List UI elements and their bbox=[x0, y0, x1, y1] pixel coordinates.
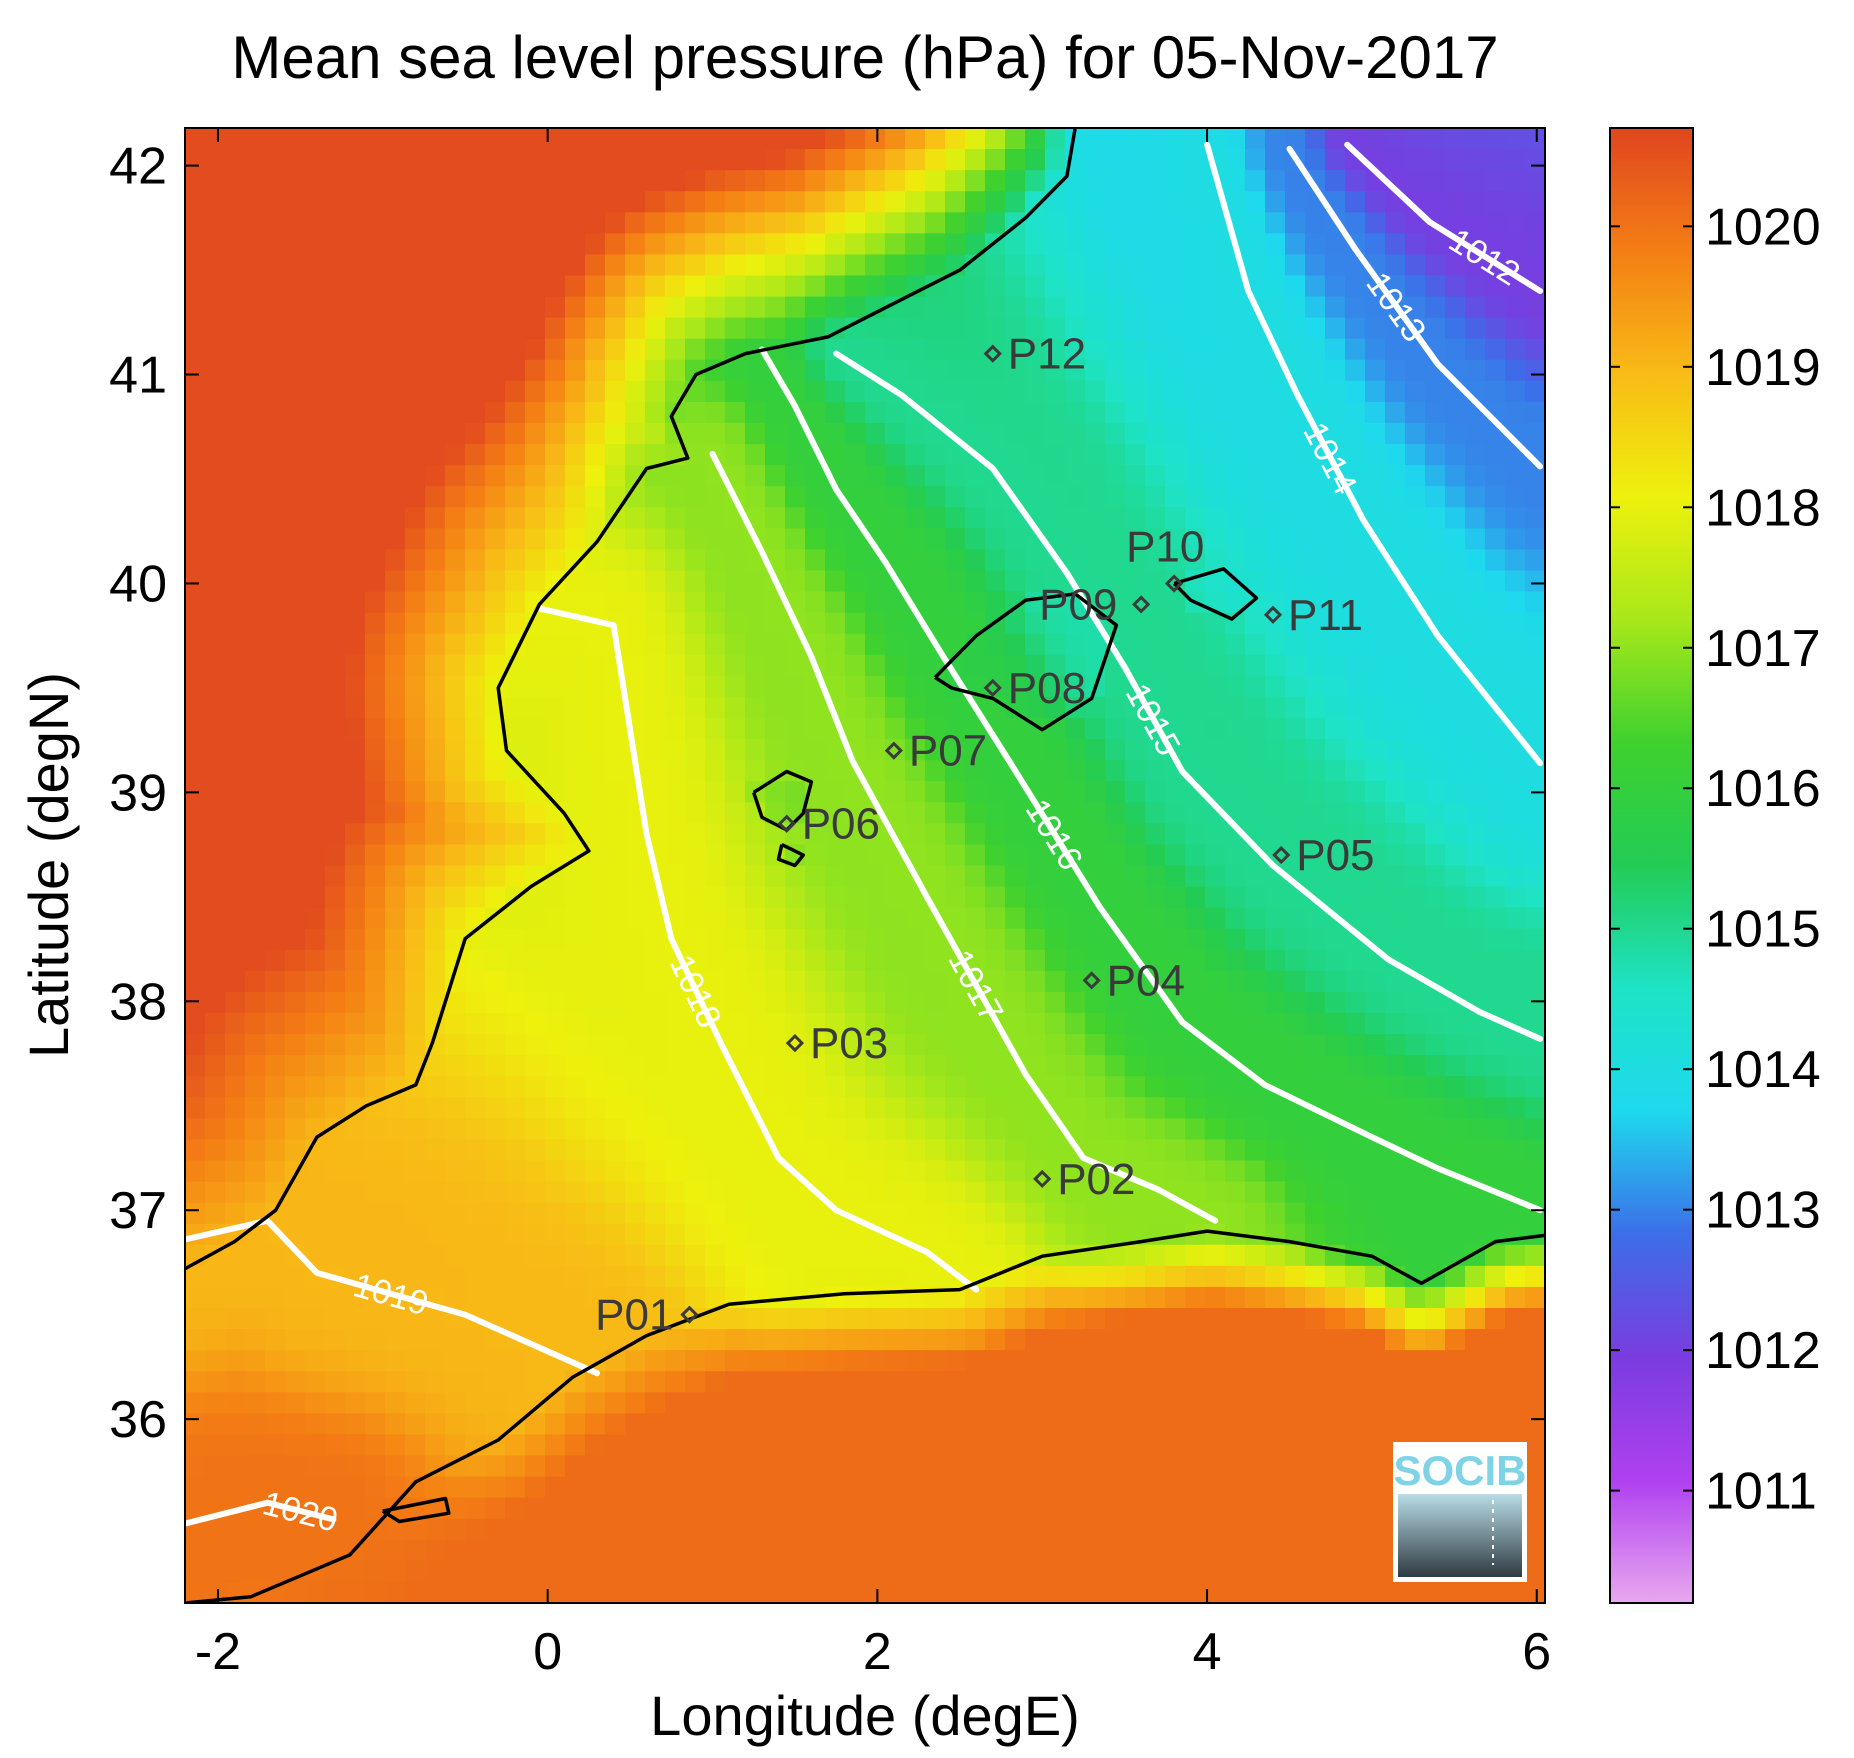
isobar-1012 bbox=[1344, 141, 1544, 294]
isobar-1014 bbox=[1204, 141, 1544, 767]
colorbar-tick-label: 1019 bbox=[1705, 339, 1821, 397]
station-marker-p05 bbox=[1272, 845, 1291, 865]
x-tick-label: 6 bbox=[1522, 1623, 1551, 1681]
y-tick-label: 40 bbox=[109, 555, 167, 613]
y-axis-label: Latitude (degN) bbox=[17, 672, 80, 1058]
station-marker-p07 bbox=[884, 741, 903, 760]
y-axis-ticks: 36 37 38 39 40 41 42 bbox=[109, 138, 1545, 1449]
y-tick-label: 41 bbox=[109, 347, 167, 405]
y-tick-label: 37 bbox=[109, 1182, 167, 1240]
station-label-p04: P04 bbox=[1107, 956, 1185, 1005]
station-label-p02: P02 bbox=[1057, 1155, 1135, 1204]
x-tick-label: -2 bbox=[195, 1623, 241, 1681]
station-marker-p06 bbox=[777, 814, 796, 833]
station-label-p09: P09 bbox=[1039, 580, 1117, 629]
station-marker-p08 bbox=[983, 678, 1002, 698]
station-label-p03: P03 bbox=[810, 1019, 888, 1068]
colorbar-tick-label: 1020 bbox=[1705, 198, 1821, 256]
station-label-p11: P11 bbox=[1288, 591, 1363, 640]
chart-title: Mean sea level pressure (hPa) for 05-Nov… bbox=[231, 24, 1498, 91]
coastline bbox=[185, 128, 1545, 1603]
isobar-1017 bbox=[709, 450, 1219, 1224]
y-tick-label: 39 bbox=[109, 764, 167, 822]
colorbar-ticks: 1011 1012 1013 1014 1015 1016 1017 1018 1019 1020 bbox=[1610, 198, 1821, 1521]
isobar-1018 bbox=[536, 605, 980, 1293]
coastline-segment bbox=[1172, 567, 1259, 621]
y-tick-label: 38 bbox=[109, 973, 167, 1031]
isobar-1019 bbox=[185, 1217, 601, 1377]
colorbar-tick-label: 1018 bbox=[1705, 479, 1821, 537]
colorbar-tick-label: 1017 bbox=[1705, 620, 1821, 678]
coastline-segment bbox=[776, 843, 805, 868]
station-marker-p04 bbox=[1082, 971, 1101, 990]
station-label-p01: P01 bbox=[595, 1291, 673, 1340]
coastline-segment bbox=[752, 769, 814, 832]
x-axis-label: Longitude (degE) bbox=[650, 1684, 1080, 1747]
colorbar-tick-label: 1011 bbox=[1705, 1463, 1817, 1521]
coastline-segment bbox=[381, 1496, 451, 1524]
isobar-1013 bbox=[1286, 145, 1544, 470]
colorbar-tick-label: 1014 bbox=[1705, 1041, 1821, 1099]
x-tick-label: 0 bbox=[533, 1623, 562, 1681]
station-label-p06: P06 bbox=[802, 800, 880, 849]
colorbar: 1011 1012 1013 1014 1015 1016 1017 1018 1019 1020 bbox=[1609, 127, 1821, 1604]
coastline-segment bbox=[185, 128, 1077, 1271]
colorbar-tick-label: 1013 bbox=[1705, 1182, 1821, 1240]
station-label-p10: P10 bbox=[1126, 522, 1204, 571]
station-label-p07: P07 bbox=[909, 727, 987, 776]
station-label-p05: P05 bbox=[1296, 831, 1374, 880]
colorbar-tick-label: 1012 bbox=[1705, 1322, 1821, 1380]
colorbar-gradient bbox=[1609, 127, 1694, 1604]
colorbar-tick-label: 1015 bbox=[1705, 901, 1821, 959]
station-marker-p02 bbox=[1033, 1169, 1052, 1189]
isobar-1020 bbox=[185, 1499, 337, 1527]
coastline-segment bbox=[933, 592, 1119, 732]
socib-logo: SOCIB bbox=[1393, 1442, 1527, 1582]
station-marker-p10 bbox=[1164, 574, 1184, 593]
x-tick-label: 4 bbox=[1193, 1623, 1222, 1681]
x-tick-label: 2 bbox=[863, 1623, 892, 1681]
y-tick-label: 36 bbox=[109, 1391, 167, 1449]
station-marker-p12 bbox=[983, 344, 1002, 363]
station-marker-p03 bbox=[785, 1033, 805, 1053]
colorbar-tick-label: 1016 bbox=[1705, 760, 1821, 818]
plot-frame bbox=[184, 127, 1546, 1604]
station-marker-p01 bbox=[680, 1305, 699, 1324]
station-marker-p11 bbox=[1263, 605, 1283, 624]
coastline-segment bbox=[185, 1229, 1545, 1603]
socib-logo-text: SOCIB bbox=[1393, 1447, 1526, 1494]
isobar-1015 bbox=[833, 350, 1544, 1042]
y-tick-label: 42 bbox=[109, 138, 167, 196]
x-axis-ticks: -2 0 2 4 6 bbox=[195, 128, 1551, 1681]
station-label-p08: P08 bbox=[1008, 664, 1086, 713]
isobar-1016 bbox=[759, 346, 1544, 1214]
station-label-p12: P12 bbox=[1008, 330, 1086, 379]
station-marker-p09 bbox=[1131, 595, 1151, 614]
